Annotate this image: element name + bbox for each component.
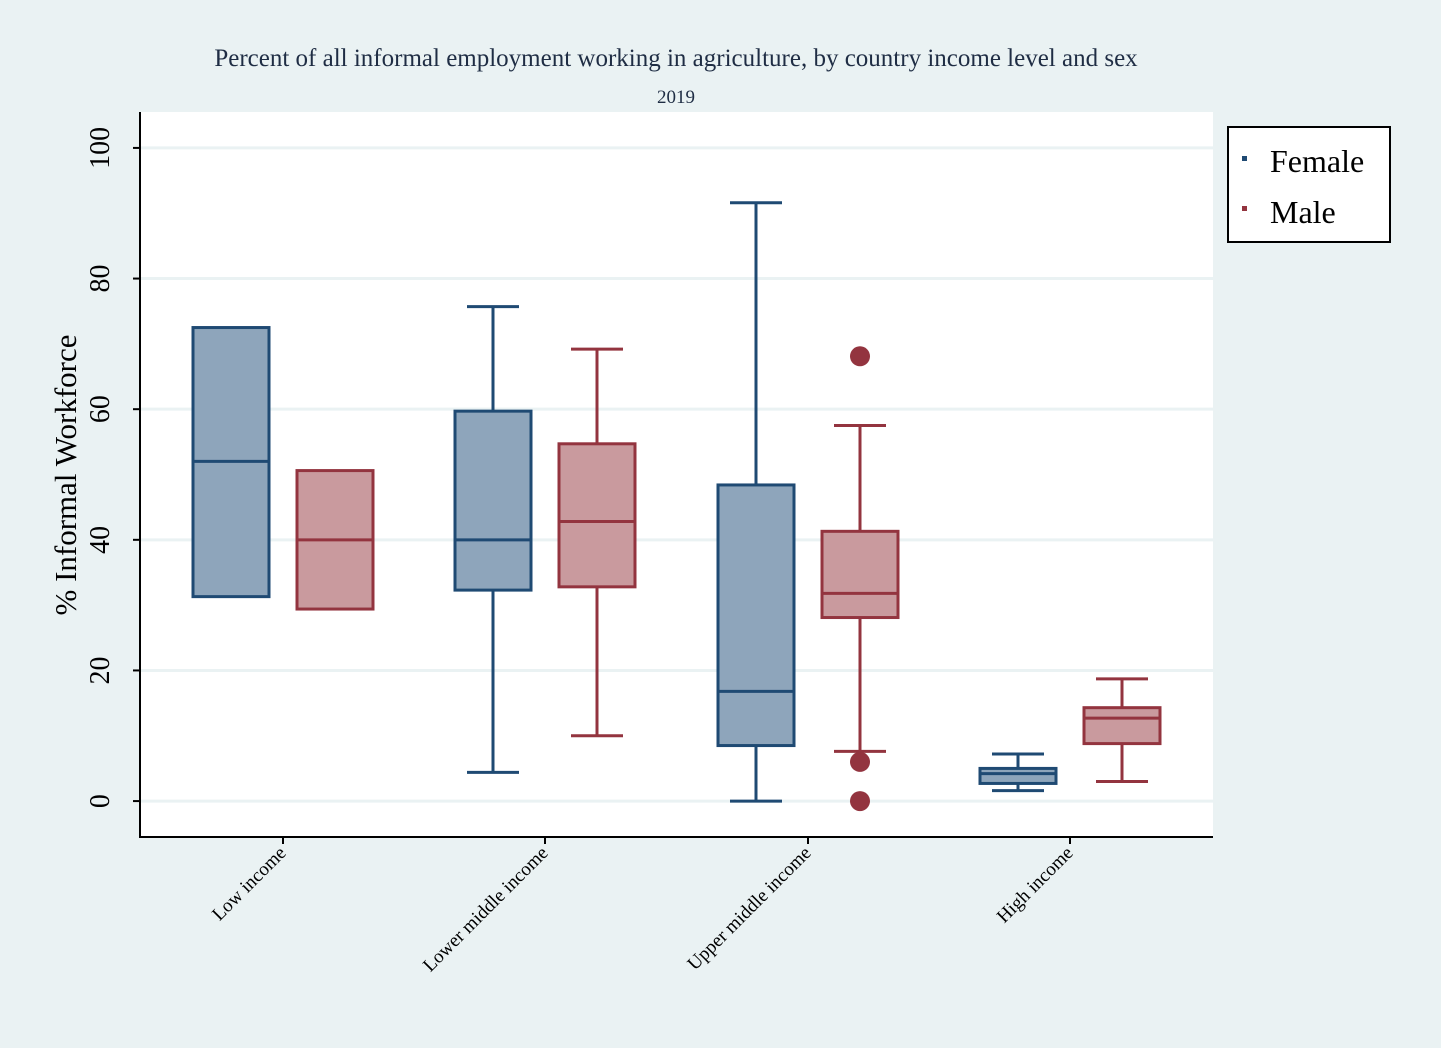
x-tick-label: High income bbox=[993, 843, 1078, 928]
iqr-box bbox=[1082, 706, 1162, 746]
iqr-box bbox=[716, 483, 796, 748]
box-group bbox=[191, 201, 1162, 812]
box-male-1 bbox=[557, 347, 637, 738]
y-tick-label: 0 bbox=[85, 794, 116, 808]
legend-label-female: Female bbox=[1270, 143, 1364, 179]
legend-box bbox=[1227, 126, 1391, 243]
x-axis-ticks: Low income Lower middle income Upper middl… bbox=[208, 837, 1078, 976]
x-tick-label: Upper middle income bbox=[684, 843, 816, 975]
box-female-0 bbox=[191, 326, 271, 599]
box-male-0 bbox=[295, 469, 375, 611]
box-female-2 bbox=[716, 201, 796, 803]
legend: Female Male bbox=[1227, 126, 1391, 243]
outlier-point bbox=[850, 791, 870, 812]
y-tick-label: 40 bbox=[85, 526, 116, 554]
iqr-box bbox=[978, 766, 1058, 785]
iqr-box bbox=[557, 442, 637, 589]
chart-subtitle: 2019 bbox=[657, 87, 695, 108]
box-male-3 bbox=[1082, 677, 1162, 783]
iqr-box bbox=[820, 529, 900, 620]
legend-label-male: Male bbox=[1270, 194, 1336, 230]
y-tick-label: 80 bbox=[85, 265, 116, 293]
y-axis-label: % Informal Workforce bbox=[48, 335, 83, 616]
x-tick-label: Lower middle income bbox=[419, 843, 552, 976]
y-axis-ticks: 0 20 40 60 80 100 bbox=[85, 127, 140, 808]
y-tick-label: 20 bbox=[85, 656, 116, 684]
legend-swatch-male bbox=[1242, 206, 1247, 211]
x-tick-label: Low income bbox=[208, 843, 290, 925]
box-female-1 bbox=[453, 305, 533, 774]
outlier-point bbox=[850, 346, 870, 367]
y-tick-label: 100 bbox=[85, 127, 116, 169]
legend-swatch-female bbox=[1242, 156, 1247, 161]
iqr-box bbox=[453, 409, 533, 592]
box-male-2 bbox=[820, 346, 900, 812]
outlier-point bbox=[850, 751, 870, 772]
chart-title: Percent of all informal employment worki… bbox=[214, 45, 1138, 72]
box-female-3 bbox=[978, 752, 1058, 793]
y-tick-label: 60 bbox=[85, 395, 116, 423]
